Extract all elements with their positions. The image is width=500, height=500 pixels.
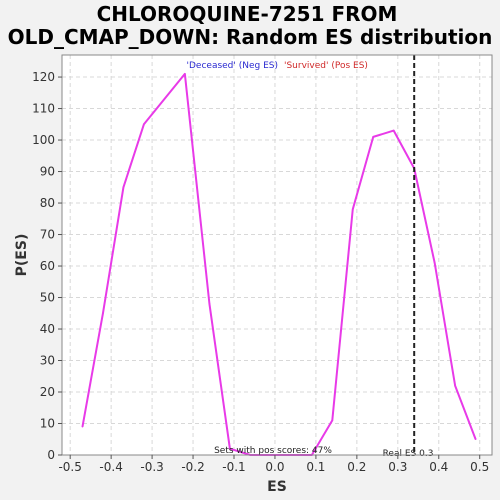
series-point-0-0 xyxy=(81,425,84,428)
y-tick-label-2: 20 xyxy=(40,385,55,399)
series-point-0-13 xyxy=(392,129,395,132)
x-tick-label-6: 0.1 xyxy=(306,460,325,474)
chart-title-line1: CHLOROQUINE-7251 FROM xyxy=(97,2,398,26)
series-point-0-15 xyxy=(433,262,436,264)
y-axis-label: P(ES) xyxy=(14,234,30,277)
y-tick-label-1: 10 xyxy=(40,417,55,431)
y-tick-label-5: 50 xyxy=(40,291,55,305)
pos-scores-annotation: Sets with pos scores: 47% xyxy=(214,446,332,456)
series-point-0-16 xyxy=(454,384,456,387)
series-point-0-5 xyxy=(208,303,211,305)
y-tick-label-12: 120 xyxy=(32,70,55,84)
series-point-0-1 xyxy=(102,312,104,315)
series-point-0-11 xyxy=(351,208,354,211)
y-tick-label-11: 110 xyxy=(32,102,55,116)
legend-survived: 'Survived' (Pos ES) xyxy=(284,61,368,71)
series-point-0-10 xyxy=(331,419,334,422)
series-point-0-2 xyxy=(122,186,125,189)
plot-area xyxy=(62,55,492,455)
axis-layer: -0.5 -0.4 -0.3 -0.2 -0.1 0.0 0.1 0.2 0.3 0.4 0.5 0 1… xyxy=(32,54,493,474)
series-point-0-6 xyxy=(229,447,231,450)
y-tick-label-10: 100 xyxy=(32,133,55,147)
legend-deceased: 'Deceased' (Neg ES) xyxy=(187,61,278,71)
y-tick-label-0: 0 xyxy=(47,448,55,462)
series-point-0-12 xyxy=(372,136,375,138)
y-tick-label-3: 30 xyxy=(40,354,55,368)
x-tick-label-0: -0.5 xyxy=(58,460,81,474)
x-tick-label-1: -0.4 xyxy=(99,460,122,474)
series-point-0-17 xyxy=(474,438,477,441)
chart-title-line2: OLD_CMAP_DOWN: Random ES distribution xyxy=(8,25,493,49)
y-tick-label-7: 70 xyxy=(40,228,55,242)
x-tick-label-3: -0.2 xyxy=(181,460,204,474)
x-axis-label: ES xyxy=(267,479,287,495)
y-tick-label-8: 80 xyxy=(40,196,55,210)
grid-layer xyxy=(62,55,492,456)
x-tick-label-4: -0.1 xyxy=(222,460,245,474)
x-tick-label-8: 0.3 xyxy=(388,460,407,474)
series-point-0-4 xyxy=(184,73,186,75)
x-tick-label-10: 0.5 xyxy=(470,460,489,474)
x-tick-label-2: -0.3 xyxy=(140,460,163,474)
x-tick-label-5: 0.0 xyxy=(265,460,284,474)
x-tick-label-9: 0.4 xyxy=(429,460,448,474)
x-tick-label-7: 0.2 xyxy=(347,460,366,474)
y-tick-label-9: 90 xyxy=(40,165,55,179)
real-es-annotation: Real ES 0.3 xyxy=(383,449,434,459)
y-tick-label-6: 60 xyxy=(40,259,55,273)
plot-frame xyxy=(61,54,493,456)
series-point-0-3 xyxy=(143,123,145,126)
y-tick-label-4: 40 xyxy=(40,322,55,336)
